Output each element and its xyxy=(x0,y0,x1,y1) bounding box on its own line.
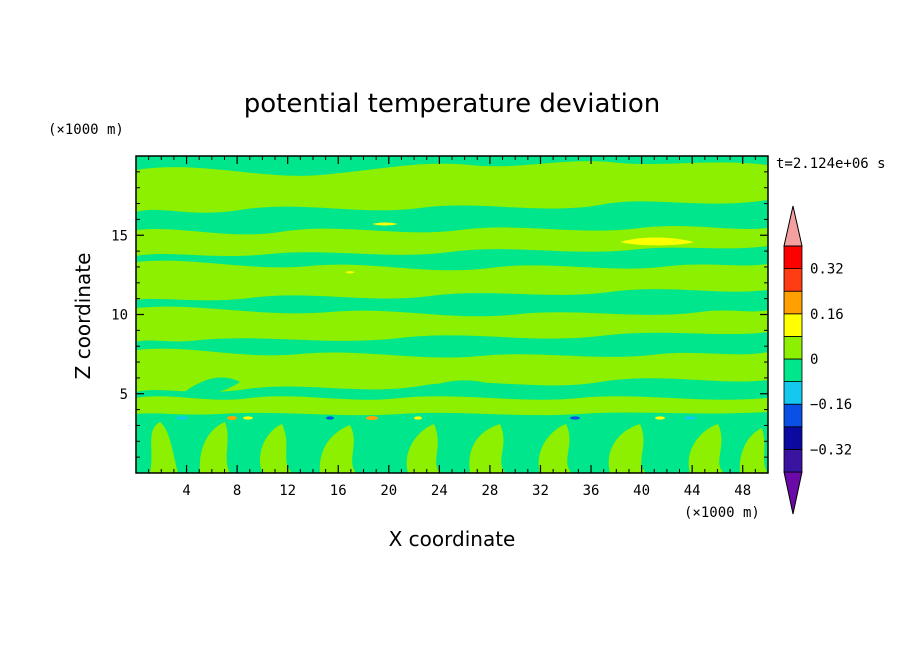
plume-4 xyxy=(319,425,356,473)
x-tick-label: 4 xyxy=(182,483,190,499)
band-mid-2 xyxy=(136,348,768,392)
contour-field xyxy=(136,156,768,473)
colorbar-label: 0.32 xyxy=(810,262,844,278)
y-tick-label: 10 xyxy=(111,308,128,324)
band-lower-1 xyxy=(136,396,768,416)
colorbar-min-arrow xyxy=(783,471,803,515)
y-tick-label: 15 xyxy=(111,228,128,244)
x-tick-label: 8 xyxy=(233,483,241,499)
x-tick-label: 44 xyxy=(684,483,701,499)
plume-9 xyxy=(688,424,724,473)
x-tick-label: 20 xyxy=(380,483,397,499)
colorbar-label: 0.16 xyxy=(810,307,844,323)
plume-5 xyxy=(406,424,440,473)
band-upper-1 xyxy=(136,161,768,213)
yellow-patch-1 xyxy=(620,237,694,246)
y-tick-label: 5 xyxy=(120,387,128,403)
colorbar-band xyxy=(783,245,803,270)
yellow-patch-2 xyxy=(372,222,398,226)
colorbar-band xyxy=(783,448,803,473)
colorbar-max-arrow xyxy=(783,205,803,247)
wisp-2 xyxy=(420,380,496,395)
yellow-patch-3 xyxy=(345,271,355,274)
y-unit-label: (×1000 m) xyxy=(48,122,124,138)
x-tick-label: 48 xyxy=(734,483,751,499)
colorbar-band xyxy=(783,335,803,360)
x-tick-label: 16 xyxy=(330,483,347,499)
colorbar-label: 0 xyxy=(810,352,818,368)
plume-3 xyxy=(260,424,292,473)
band-upper-3 xyxy=(136,260,768,301)
colorbar-band xyxy=(783,403,803,428)
x-axis: 4 8 12 16 20 24 28 32 36 40 44 48 xyxy=(148,156,756,499)
plume-2 xyxy=(199,422,230,473)
x-tick-label: 32 xyxy=(532,483,549,499)
y-axis-title: Z coordinate xyxy=(71,253,95,380)
plume-6 xyxy=(469,424,506,473)
colorbar-label: −0.32 xyxy=(810,442,852,458)
time-label: t=2.124e+06 s xyxy=(776,156,886,172)
wisp-1 xyxy=(180,377,240,396)
x-unit-label: (×1000 m) xyxy=(684,505,760,521)
plume-8 xyxy=(608,424,646,473)
plume-1 xyxy=(150,422,178,473)
colorbar-band xyxy=(783,313,803,337)
colorbar-band xyxy=(783,426,803,450)
x-axis-title: X coordinate xyxy=(389,527,516,551)
x-tick-label: 36 xyxy=(583,483,600,499)
colorbar: 0.32 0.16 0 −0.16 −0.32 xyxy=(783,205,852,515)
plume-7 xyxy=(538,424,572,473)
band-upper-2 xyxy=(136,226,768,256)
inversion-spots xyxy=(176,416,696,420)
inversion-line xyxy=(136,416,768,419)
y-axis: 5 10 15 xyxy=(111,171,768,458)
colorbar-label: −0.16 xyxy=(810,397,852,413)
x-tick-label: 24 xyxy=(431,483,448,499)
colorbar-band xyxy=(783,268,803,292)
band-mid-1 xyxy=(136,306,768,342)
chart-title: potential temperature deviation xyxy=(244,89,660,119)
colorbar-band xyxy=(783,381,803,405)
x-tick-label: 12 xyxy=(279,483,296,499)
plume-10 xyxy=(739,428,768,473)
colorbar-band xyxy=(783,290,803,315)
x-tick-label: 40 xyxy=(633,483,650,499)
wisp-3 xyxy=(600,380,676,396)
x-tick-label: 28 xyxy=(481,483,498,499)
colorbar-band xyxy=(783,358,803,383)
